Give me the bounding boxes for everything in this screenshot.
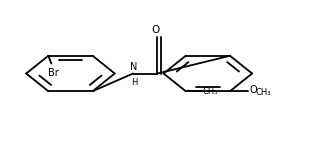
Text: CH₃: CH₃ xyxy=(255,88,271,97)
Text: H: H xyxy=(131,78,137,87)
Text: CH₃: CH₃ xyxy=(202,87,218,96)
Text: O: O xyxy=(250,85,258,95)
Text: N: N xyxy=(130,62,138,72)
Text: Br: Br xyxy=(47,68,58,78)
Text: O: O xyxy=(152,25,160,35)
